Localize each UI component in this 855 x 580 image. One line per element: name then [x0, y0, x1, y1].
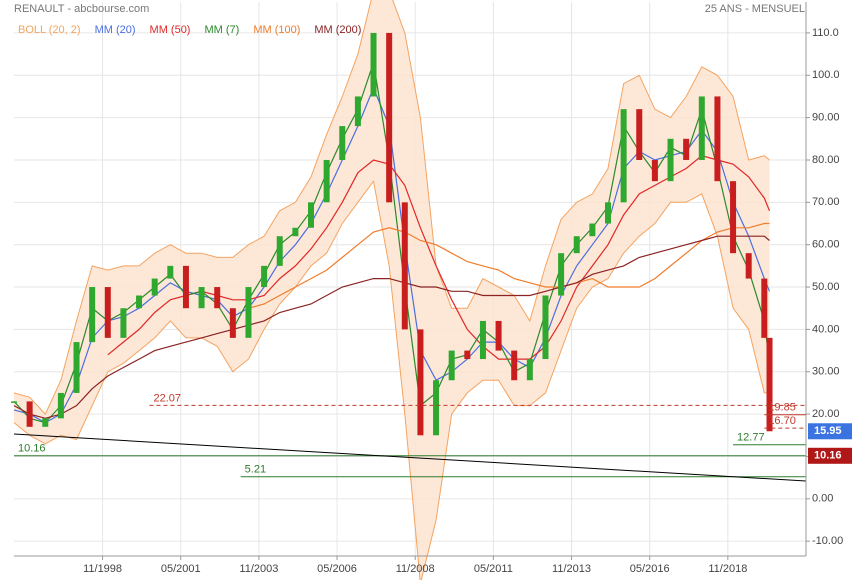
x-tick-label: 11/2018 — [708, 563, 747, 575]
price-bar — [308, 202, 314, 228]
y-tick-label: 70.00 — [812, 196, 840, 208]
price-bar — [714, 96, 721, 182]
price-bar — [73, 342, 80, 393]
price-bar — [464, 350, 471, 360]
legend-entry: MM (50) — [150, 24, 191, 36]
price-bar — [651, 159, 658, 182]
price-bar — [386, 32, 393, 203]
price-bar — [448, 350, 455, 381]
legend-entry: MM (7) — [204, 24, 239, 36]
price-tag-label: 15.95 — [814, 425, 842, 437]
x-tick-label: 11/2003 — [239, 563, 278, 575]
price-bar — [730, 181, 737, 254]
y-tick-label: 90.00 — [812, 112, 840, 124]
price-bar — [354, 96, 361, 127]
y-tick-label: -10.00 — [812, 535, 843, 547]
level-label: 16.70 — [768, 415, 796, 427]
price-bar — [292, 227, 299, 237]
price-bar — [417, 329, 424, 436]
price-bar — [26, 401, 33, 427]
price-bar — [745, 253, 752, 279]
price-bar — [542, 295, 549, 360]
price-bar — [167, 265, 174, 279]
y-tick-label: 20.00 — [812, 408, 840, 420]
price-bar — [11, 401, 17, 403]
price-bar — [495, 320, 502, 351]
level-label: 22.07 — [153, 392, 181, 404]
price-bar — [698, 96, 705, 160]
level-label: 19.85 — [768, 402, 796, 414]
price-bar — [667, 138, 674, 182]
legend-entry: MM (200) — [314, 24, 361, 36]
y-tick-label: 110.0 — [812, 27, 839, 39]
legend-entry: MM (20) — [95, 24, 136, 36]
price-bar — [245, 287, 252, 338]
bollinger-upper — [13, 0, 770, 415]
price-bar — [526, 359, 533, 381]
level-label: 12.77 — [737, 432, 765, 444]
x-tick-label: 11/2008 — [396, 563, 435, 575]
price-bar — [57, 392, 64, 419]
level-label: 5.21 — [245, 464, 266, 476]
x-tick-label: 11/2013 — [552, 563, 591, 575]
y-tick-label: 50.00 — [812, 281, 840, 293]
price-bar — [261, 265, 268, 288]
trend-line — [13, 433, 807, 482]
level-label: 10.16 — [18, 443, 46, 455]
price-bar — [573, 236, 580, 254]
price-bar — [558, 253, 565, 296]
y-tick-label: 100.0 — [812, 69, 840, 81]
moving-average — [248, 222, 770, 309]
price-bar — [42, 418, 49, 427]
price-bar — [401, 202, 408, 330]
y-tick-label: 40.00 — [812, 323, 840, 335]
price-bar — [636, 109, 643, 160]
price-bar — [370, 32, 377, 97]
x-tick-label: 11/1998 — [83, 563, 122, 575]
bollinger-lower — [13, 179, 770, 580]
price-bar — [766, 337, 773, 432]
price-bar — [323, 159, 330, 203]
price-tag — [808, 423, 852, 440]
price-bar — [229, 308, 236, 338]
y-tick-label: 60.00 — [812, 239, 840, 251]
price-bar — [104, 287, 111, 338]
x-tick-label: 05/2011 — [474, 563, 513, 575]
price-bar — [589, 223, 596, 237]
legend-entry: BOLL (20, 2) — [18, 24, 81, 36]
price-bar — [182, 265, 189, 309]
price-bar — [433, 380, 440, 436]
price-bar — [151, 278, 158, 296]
price-bar — [136, 295, 143, 309]
price-bar — [276, 236, 283, 266]
price-tag — [808, 447, 852, 464]
price-bar — [479, 320, 486, 360]
moving-average — [13, 235, 770, 419]
chart-title: RENAULT - abcbourse.com — [14, 3, 149, 15]
price-bar — [620, 109, 627, 203]
y-tick-label: 0.00 — [812, 493, 833, 505]
legend-entry: MM (100) — [253, 24, 300, 36]
x-tick-label: 05/2001 — [161, 563, 201, 575]
x-tick-label: 05/2006 — [317, 563, 357, 575]
y-tick-label: 80.00 — [812, 154, 840, 166]
price-bar — [214, 287, 221, 309]
price-bar — [120, 308, 127, 338]
price-bar — [198, 287, 205, 309]
price-tag-label: 10.16 — [814, 450, 842, 462]
x-tick-label: 05/2016 — [630, 563, 670, 575]
price-bar — [339, 126, 346, 160]
y-tick-label: 30.00 — [812, 366, 840, 378]
price-bar — [761, 278, 768, 338]
price-bar — [511, 350, 518, 381]
axes: 110.0 100.0 90.00 80.00 70.00 60.00 50.00 40.00… — [14, 2, 852, 575]
price-bar — [89, 287, 96, 343]
price-bar — [683, 138, 690, 160]
price-bar — [605, 202, 611, 224]
chart-subtitle: 25 ANS - MENSUEL — [705, 3, 805, 15]
